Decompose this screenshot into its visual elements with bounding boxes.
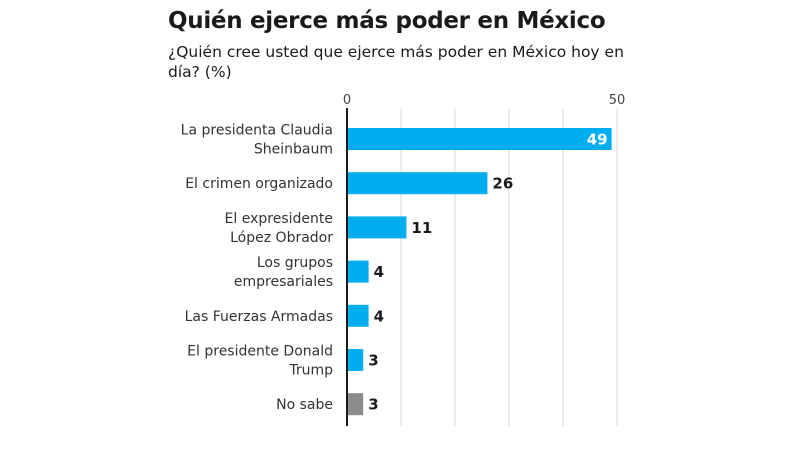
value-label: 4	[374, 263, 384, 281]
chart-title: Quién ejerce más poder en México	[168, 8, 606, 34]
x-tick-label: 0	[343, 93, 351, 108]
value-label: 3	[368, 352, 378, 370]
bars	[347, 128, 612, 416]
category-labels: La presidenta Claudia Sheinbaum El crimen …	[181, 123, 334, 414]
category-label: El crimen organizado	[185, 176, 333, 192]
bar	[347, 172, 488, 195]
category-label: El presidente Donald Trump	[187, 344, 333, 379]
bar	[347, 304, 369, 327]
value-label: 3	[368, 396, 378, 414]
category-label: La presidenta Claudia Sheinbaum	[181, 123, 333, 158]
value-label: 49	[587, 131, 608, 149]
chart-subtitle: ¿Quién cree usted que ejerce más poder e…	[168, 43, 624, 81]
bar	[347, 349, 364, 371]
value-label: 11	[411, 219, 432, 237]
category-label: Los grupos empresariales	[234, 255, 333, 290]
category-label: Las Fuerzas Armadas	[185, 309, 333, 325]
value-label: 4	[374, 307, 384, 325]
bar	[347, 260, 369, 283]
value-labels: 49 26 11 4 4 3 3	[368, 131, 607, 414]
category-label: El expresidente López Obrador	[225, 211, 334, 246]
category-label: No sabe	[276, 397, 333, 413]
bar	[347, 393, 364, 416]
bar	[347, 128, 612, 150]
bar	[347, 216, 407, 239]
value-label: 26	[492, 175, 513, 193]
gridlines	[400, 108, 618, 426]
x-tick-label: 50	[609, 93, 626, 108]
axis-ticks: 0 50	[343, 93, 625, 108]
